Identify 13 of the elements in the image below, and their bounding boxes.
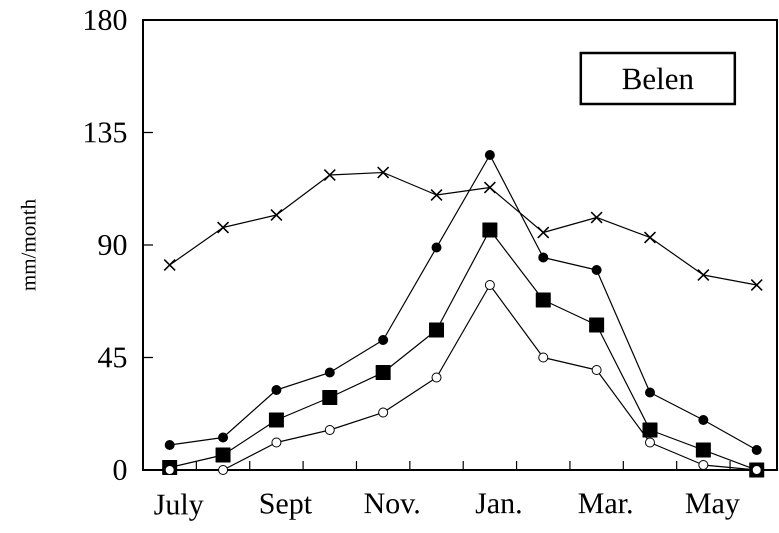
x-tick-label: May [686, 494, 740, 520]
y-tick-label: 180 [85, 10, 126, 30]
y-tick-label: 90 [98, 234, 126, 256]
y-tick-label: 0 [114, 460, 126, 480]
x-tick-label: July [154, 494, 204, 521]
y-tick-label: 45 [98, 347, 126, 368]
x-tick-label: Mar. [578, 494, 632, 514]
y-tick-label: 135 [85, 122, 126, 143]
annotation: Belen [622, 68, 694, 90]
y-axis-title: mm/month [20, 199, 36, 291]
x-tick-label: Nov. [364, 494, 419, 514]
x-tick-label: Jan. [476, 494, 521, 514]
x-tick-label: Sept [260, 494, 312, 520]
